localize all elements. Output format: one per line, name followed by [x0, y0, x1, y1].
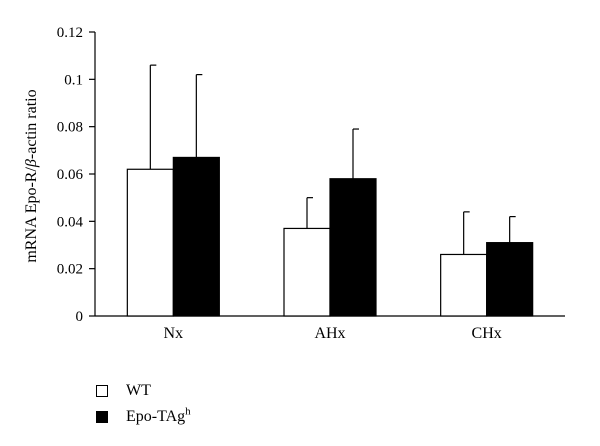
x-tick-label: AHx [314, 325, 345, 342]
x-tick-label: CHx [472, 325, 502, 342]
bar-wt-nx [126, 168, 174, 317]
bar-epo-tag-nx [172, 156, 220, 317]
bar-wt-chx [440, 253, 488, 317]
bar-wt-ahx [283, 227, 331, 317]
y-tick-label: 0 [76, 309, 84, 325]
y-axis: 0 0.02 0.04 0.06 0.08 0.1 0.12 [57, 25, 96, 325]
legend-swatch-epo-tag [96, 411, 108, 423]
legend-item-epo-tag: Epo-TAgh [96, 404, 191, 430]
y-tick-label: 0.08 [57, 120, 83, 136]
y-tick-label: 0.02 [57, 262, 83, 278]
y-tick-label: 0.04 [57, 214, 84, 230]
legend-label-wt: WT [126, 382, 151, 399]
y-tick-label: 0.06 [57, 167, 84, 183]
legend-swatch-wt [96, 385, 108, 397]
bars [126, 64, 534, 317]
legend: WT Epo-TAgh [96, 378, 191, 430]
bar-epo-tag-ahx [329, 178, 377, 317]
bar-epo-tag-chx [486, 242, 534, 317]
legend-label-epo-tag: Epo-TAgh [126, 405, 191, 425]
y-axis-label: mRNA Epo-R/β-actin ratio [23, 89, 40, 262]
x-axis: Nx AHx CHx [95, 315, 565, 342]
y-tick-label: 0.1 [64, 72, 83, 88]
x-tick-label: Nx [164, 325, 184, 342]
legend-item-wt: WT [96, 378, 191, 404]
y-tick-label: 0.12 [57, 25, 83, 41]
